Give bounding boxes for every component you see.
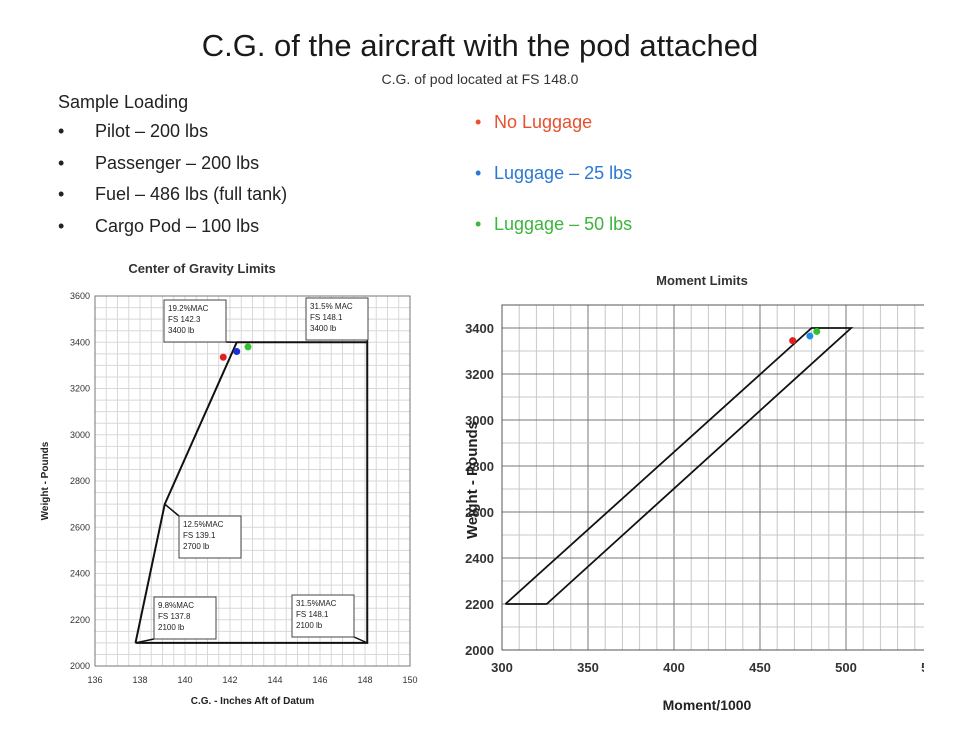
y-axis-label: Weight - Pounds (40, 441, 51, 520)
loading-item: Passenger – 200 lbs (58, 151, 287, 183)
annotation-pointer (165, 504, 179, 516)
annotation-text: 12.5%MAC (183, 520, 224, 529)
y-axis-label: Weight - Pounds (464, 421, 481, 539)
annotation-text: 31.5%MAC (296, 599, 337, 608)
annotation-text: FS 142.3 (168, 315, 201, 324)
annotation-text: 2100 lb (296, 621, 323, 630)
chart-title: Moment Limits (656, 273, 748, 288)
x-tick-label: 142 (222, 675, 237, 685)
cg-point (233, 348, 240, 355)
annotation-text: 2700 lb (183, 542, 210, 551)
y-tick-label: 3200 (465, 367, 494, 382)
y-tick-label: 3200 (70, 384, 90, 394)
y-tick-label: 2400 (465, 551, 494, 566)
x-tick-label: 144 (267, 675, 282, 685)
sample-loading: Sample Loading Pilot – 200 lbs Passenger… (58, 92, 287, 245)
annotation-text: 9.8%MAC (158, 601, 194, 610)
loading-item: Pilot – 200 lbs (58, 119, 287, 151)
plot-frame (502, 305, 924, 650)
cg-point (245, 343, 252, 350)
y-tick-label: 2600 (70, 522, 90, 532)
y-tick-label: 3400 (465, 321, 494, 336)
y-tick-label: 2200 (465, 597, 494, 612)
annotation-text: 19.2%MAC (168, 304, 209, 313)
annotation-text: FS 148.1 (310, 313, 343, 322)
y-tick-label: 3400 (70, 337, 90, 347)
loading-item: Fuel – 486 lbs (full tank) (58, 182, 287, 214)
x-tick-label: 500 (835, 660, 857, 675)
x-tick-label: 148 (357, 675, 372, 685)
loading-list: Pilot – 200 lbs Passenger – 200 lbs Fuel… (58, 119, 287, 245)
x-tick-label: 140 (177, 675, 192, 685)
x-tick-label: 400 (663, 660, 685, 675)
moment-point (806, 333, 813, 340)
slide-subtitle: C.G. of pod located at FS 148.0 (0, 71, 960, 87)
x-tick-label: 550 (921, 660, 924, 675)
slide-title: C.G. of the aircraft with the pod attach… (0, 28, 960, 64)
chart-title: Center of Gravity Limits (128, 261, 275, 276)
legend-luggage-50: Luggage – 50 lbs (475, 212, 632, 263)
legend-luggage-25: Luggage – 25 lbs (475, 161, 632, 212)
loading-item: Cargo Pod – 100 lbs (58, 214, 287, 246)
y-tick-label: 2200 (70, 615, 90, 625)
sample-loading-heading: Sample Loading (58, 92, 287, 113)
x-tick-label: 450 (749, 660, 771, 675)
x-tick-label: 138 (132, 675, 147, 685)
y-tick-label: 2000 (465, 643, 494, 658)
annotation-text: 2100 lb (158, 623, 185, 632)
luggage-legend: No Luggage Luggage – 25 lbs Luggage – 50… (475, 110, 632, 263)
x-axis-label: C.G. - Inches Aft of Datum (191, 696, 315, 707)
annotation-text: FS 139.1 (183, 531, 216, 540)
moment-limits-chart: Moment Limits 300 350 400 450 500 550 2000 2200 2… (462, 270, 924, 732)
y-tick-label: 3600 (70, 291, 90, 301)
annotation-text: 31.5% MAC (310, 302, 353, 311)
x-tick-label: 136 (87, 675, 102, 685)
moment-point (813, 328, 820, 335)
x-axis-label: Moment/1000 (663, 697, 752, 713)
annotation-text: 3400 lb (310, 324, 337, 333)
x-tick-label: 146 (312, 675, 327, 685)
x-tick-label: 350 (577, 660, 599, 675)
annotation-text: FS 137.8 (158, 612, 191, 621)
cg-point (220, 354, 227, 361)
annotation-text: FS 148.1 (296, 610, 329, 619)
y-tick-label: 3000 (70, 430, 90, 440)
y-tick-label: 2000 (70, 661, 90, 671)
y-tick-label: 2800 (70, 476, 90, 486)
x-tick-label: 300 (491, 660, 513, 675)
annotation-text: 3400 lb (168, 326, 195, 335)
y-tick-label: 2400 (70, 569, 90, 579)
moment-point (789, 337, 796, 344)
cg-limits-chart: Center of Gravity Limits 136 138 140 142 144 1… (34, 256, 454, 718)
legend-no-luggage: No Luggage (475, 110, 632, 161)
x-tick-label: 150 (402, 675, 417, 685)
